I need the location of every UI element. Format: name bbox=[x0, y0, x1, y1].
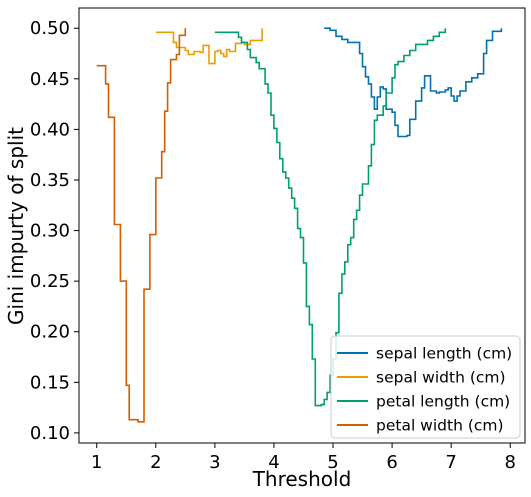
legend-label-3: petal width (cm) bbox=[376, 417, 504, 435]
series-line-0 bbox=[324, 27, 503, 138]
legend-box bbox=[330, 335, 521, 439]
x-tick-label: 4 bbox=[268, 452, 279, 473]
x-tick-label: 8 bbox=[505, 452, 516, 473]
y-tick-label: 0.15 bbox=[30, 372, 70, 393]
y-tick-label: 0.45 bbox=[30, 69, 70, 90]
legend-label-1: sepal width (cm) bbox=[376, 369, 506, 387]
x-tick-label: 6 bbox=[386, 452, 397, 473]
x-axis: 1 2 3 4 5 6 7 8 bbox=[91, 443, 516, 473]
x-tick-label: 1 bbox=[91, 452, 102, 473]
y-axis-title: Gini impurty of split bbox=[4, 127, 28, 325]
y-tick-label: 0.30 bbox=[30, 221, 70, 242]
x-tick-label: 2 bbox=[150, 452, 161, 473]
y-tick-label: 0.10 bbox=[30, 423, 70, 444]
series-line-3 bbox=[96, 28, 187, 423]
y-tick-label: 0.40 bbox=[30, 119, 70, 140]
legend: sepal length (cm) sepal width (cm) petal l… bbox=[330, 335, 521, 439]
x-tick-label: 7 bbox=[445, 452, 456, 473]
y-axis: 0.10 0.15 0.20 0.25 0.30 0.35 0.40 0.45 0.50 bbox=[30, 18, 79, 444]
series-layer bbox=[96, 27, 503, 423]
plot-frame bbox=[78, 7, 526, 444]
y-tick-label: 0.25 bbox=[30, 271, 70, 292]
y-tick-label: 0.35 bbox=[30, 170, 70, 191]
y-tick-label: 0.20 bbox=[30, 322, 70, 343]
series-line-2 bbox=[214, 28, 447, 407]
x-tick-label: 3 bbox=[209, 452, 220, 473]
x-tick-label: 5 bbox=[327, 452, 338, 473]
legend-label-2: petal length (cm) bbox=[376, 393, 510, 411]
legend-label-0: sepal length (cm) bbox=[376, 345, 512, 363]
x-axis-title: Threshold bbox=[252, 467, 352, 491]
y-tick-label: 0.50 bbox=[30, 18, 70, 39]
